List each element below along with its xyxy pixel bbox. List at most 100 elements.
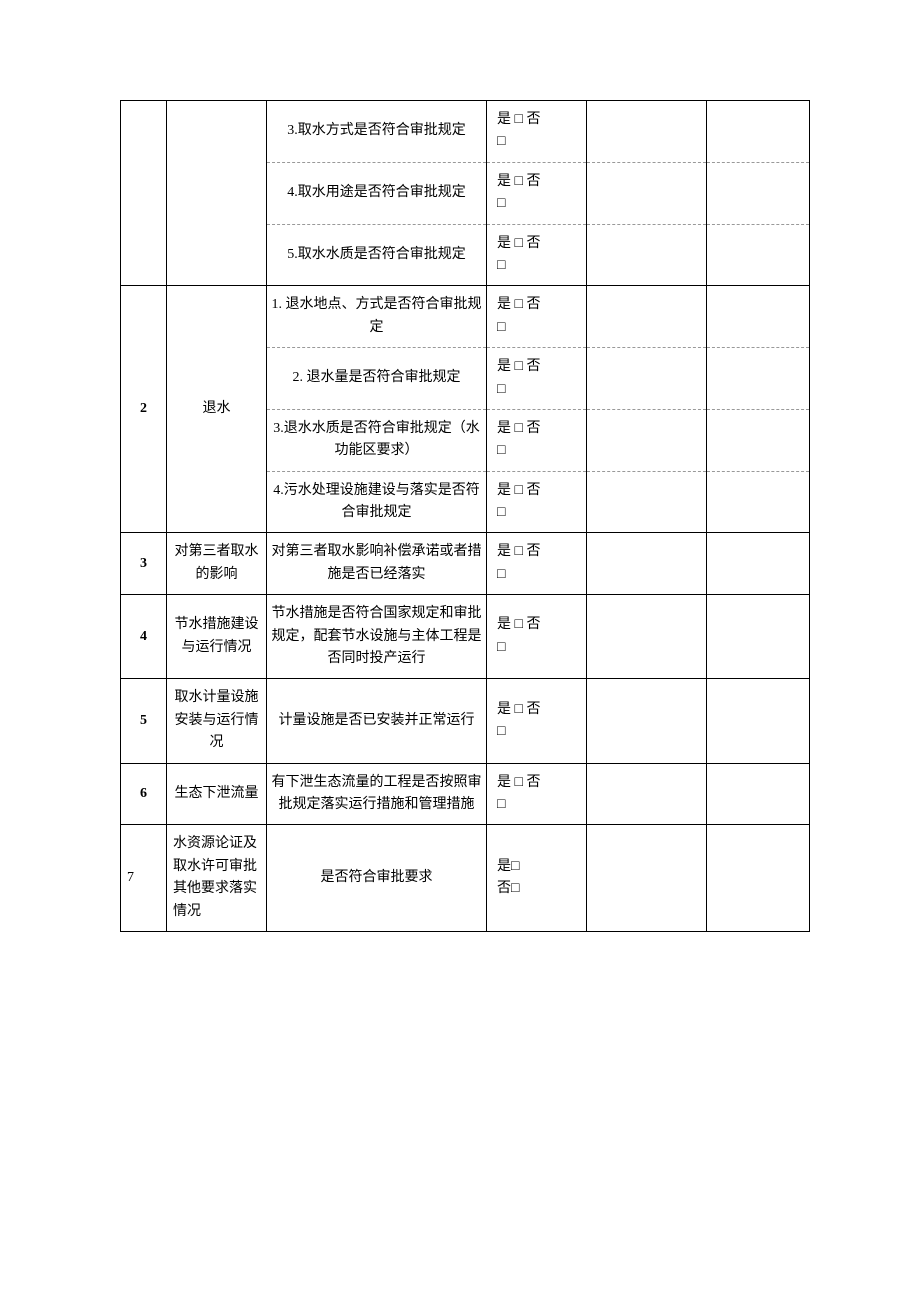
table-row: 5取水计量设施安装与运行情况计量设施是否已安装并正常运行是 □ 否 □ xyxy=(121,679,810,763)
row-item: 5.取水水质是否符合审批规定 xyxy=(267,224,487,286)
no-checkbox-box[interactable]: □ xyxy=(497,564,582,586)
row-number: 4 xyxy=(121,595,167,679)
row-category: 取水计量设施安装与运行情况 xyxy=(167,679,267,763)
no-checkbox-box[interactable]: □ xyxy=(497,721,582,743)
checkbox-cell: 是□否□ xyxy=(487,825,587,932)
empty-cell xyxy=(587,409,707,471)
table-row: 7水资源论证及取水许可审批其他要求落实情况是否符合审批要求是□否□ xyxy=(121,825,810,932)
empty-cell xyxy=(587,763,707,825)
empty-cell xyxy=(587,224,707,286)
no-checkbox-box[interactable]: □ xyxy=(497,637,582,659)
no-checkbox[interactable]: 否 xyxy=(523,702,541,717)
empty-cell xyxy=(587,533,707,595)
row-item: 4.取水用途是否符合审批规定 xyxy=(267,162,487,224)
yes-checkbox[interactable]: 是 □ xyxy=(497,236,523,251)
empty-cell xyxy=(587,101,707,163)
yes-checkbox[interactable]: 是 □ xyxy=(497,702,523,717)
no-checkbox-box[interactable]: □ xyxy=(497,379,582,401)
checkbox-cell: 是 □ 否 □ xyxy=(487,595,587,679)
no-checkbox-box[interactable]: □ xyxy=(497,794,582,816)
yes-checkbox[interactable]: 是 □ xyxy=(497,297,523,312)
no-checkbox[interactable]: 否 xyxy=(523,297,541,312)
yes-checkbox[interactable]: 是 □ xyxy=(497,421,523,436)
row-item: 计量设施是否已安装并正常运行 xyxy=(267,679,487,763)
checkbox-cell: 是 □ 否 □ xyxy=(487,533,587,595)
table-row: 2退水1. 退水地点、方式是否符合审批规定是 □ 否□ xyxy=(121,286,810,348)
checkbox-cell: 是 □ 否 □ xyxy=(487,348,587,410)
row-number: 2 xyxy=(121,286,167,533)
table-row: 6生态下泄流量有下泄生态流量的工程是否按照审批规定落实运行措施和管理措施是 □ … xyxy=(121,763,810,825)
row-item: 3.取水方式是否符合审批规定 xyxy=(267,101,487,163)
inspection-table: 3.取水方式是否符合审批规定是 □ 否□4.取水用途是否符合审批规定是 □ 否□… xyxy=(120,100,810,932)
checkbox-cell: 是 □ 否 □ xyxy=(487,101,587,163)
row-category: 退水 xyxy=(167,286,267,533)
yes-checkbox[interactable]: 是 □ xyxy=(497,617,523,632)
no-checkbox-box[interactable]: □ xyxy=(497,193,582,215)
table-row: 4节水措施建设与运行情况节水措施是否符合国家规定和审批规定，配套节水设施与主体工… xyxy=(121,595,810,679)
empty-cell xyxy=(707,224,810,286)
empty-cell xyxy=(707,471,810,533)
no-checkbox[interactable]: 否 xyxy=(523,174,541,189)
empty-cell xyxy=(707,679,810,763)
table-row: 3.取水方式是否符合审批规定是 □ 否 □ xyxy=(121,101,810,163)
yes-checkbox[interactable]: 是 □ xyxy=(497,775,523,790)
empty-cell xyxy=(707,162,810,224)
yes-checkbox[interactable]: 是 □ xyxy=(497,174,523,189)
checkbox-cell: 是 □ 否 □ xyxy=(487,471,587,533)
row-item: 4.污水处理设施建设与落实是否符合审批规定 xyxy=(267,471,487,533)
no-checkbox[interactable]: 否 xyxy=(523,617,541,632)
row-category: 生态下泄流量 xyxy=(167,763,267,825)
empty-cell xyxy=(587,286,707,348)
no-checkbox[interactable]: 否 xyxy=(523,544,541,559)
no-checkbox-box[interactable]: □ xyxy=(497,317,582,339)
no-checkbox[interactable]: 否 xyxy=(523,421,541,436)
no-checkbox[interactable]: 否 xyxy=(523,483,541,498)
no-checkbox[interactable]: 否 xyxy=(523,775,541,790)
no-checkbox[interactable]: 否□ xyxy=(497,878,582,900)
row-category: 水资源论证及取水许可审批其他要求落实情况 xyxy=(167,825,267,932)
checkbox-cell: 是 □ 否 □ xyxy=(487,679,587,763)
checkbox-cell: 是 □ 否 □ xyxy=(487,286,587,348)
row-item: 有下泄生态流量的工程是否按照审批规定落实运行措施和管理措施 xyxy=(267,763,487,825)
checkbox-cell: 是 □ 否 □ xyxy=(487,763,587,825)
checkbox-cell: 是 □ 否 □ xyxy=(487,224,587,286)
yes-checkbox[interactable]: 是 □ xyxy=(497,359,523,374)
table-row: 3对第三者取水的影响对第三者取水影响补偿承诺或者措施是否已经落实是 □ 否□ xyxy=(121,533,810,595)
row-number: 5 xyxy=(121,679,167,763)
row-item: 1. 退水地点、方式是否符合审批规定 xyxy=(267,286,487,348)
empty-cell xyxy=(587,471,707,533)
row-number: 7 xyxy=(121,825,167,932)
no-checkbox[interactable]: 否 xyxy=(523,359,541,374)
empty-cell xyxy=(587,595,707,679)
row-category xyxy=(167,101,267,286)
no-checkbox[interactable]: 否 xyxy=(523,112,541,127)
empty-cell xyxy=(707,763,810,825)
checkbox-cell: 是 □ 否 □ xyxy=(487,409,587,471)
empty-cell xyxy=(587,679,707,763)
yes-checkbox[interactable]: 是□ xyxy=(497,856,582,878)
row-number: 6 xyxy=(121,763,167,825)
row-item: 是否符合审批要求 xyxy=(267,825,487,932)
empty-cell xyxy=(587,825,707,932)
table-body: 3.取水方式是否符合审批规定是 □ 否□4.取水用途是否符合审批规定是 □ 否□… xyxy=(121,101,810,932)
no-checkbox-box[interactable]: □ xyxy=(497,502,582,524)
row-number xyxy=(121,101,167,286)
empty-cell xyxy=(707,409,810,471)
no-checkbox-box[interactable]: □ xyxy=(497,255,582,277)
no-checkbox-box[interactable]: □ xyxy=(497,131,582,153)
no-checkbox-box[interactable]: □ xyxy=(497,440,582,462)
row-category: 节水措施建设与运行情况 xyxy=(167,595,267,679)
yes-checkbox[interactable]: 是 □ xyxy=(497,544,523,559)
row-category: 对第三者取水的影响 xyxy=(167,533,267,595)
empty-cell xyxy=(587,348,707,410)
row-item: 对第三者取水影响补偿承诺或者措施是否已经落实 xyxy=(267,533,487,595)
yes-checkbox[interactable]: 是 □ xyxy=(497,112,523,127)
checkbox-cell: 是 □ 否 □ xyxy=(487,162,587,224)
empty-cell xyxy=(707,825,810,932)
no-checkbox[interactable]: 否 xyxy=(523,236,541,251)
row-item: 节水措施是否符合国家规定和审批规定，配套节水设施与主体工程是否同时投产运行 xyxy=(267,595,487,679)
empty-cell xyxy=(707,101,810,163)
yes-checkbox[interactable]: 是 □ xyxy=(497,483,523,498)
empty-cell xyxy=(707,533,810,595)
empty-cell xyxy=(707,286,810,348)
